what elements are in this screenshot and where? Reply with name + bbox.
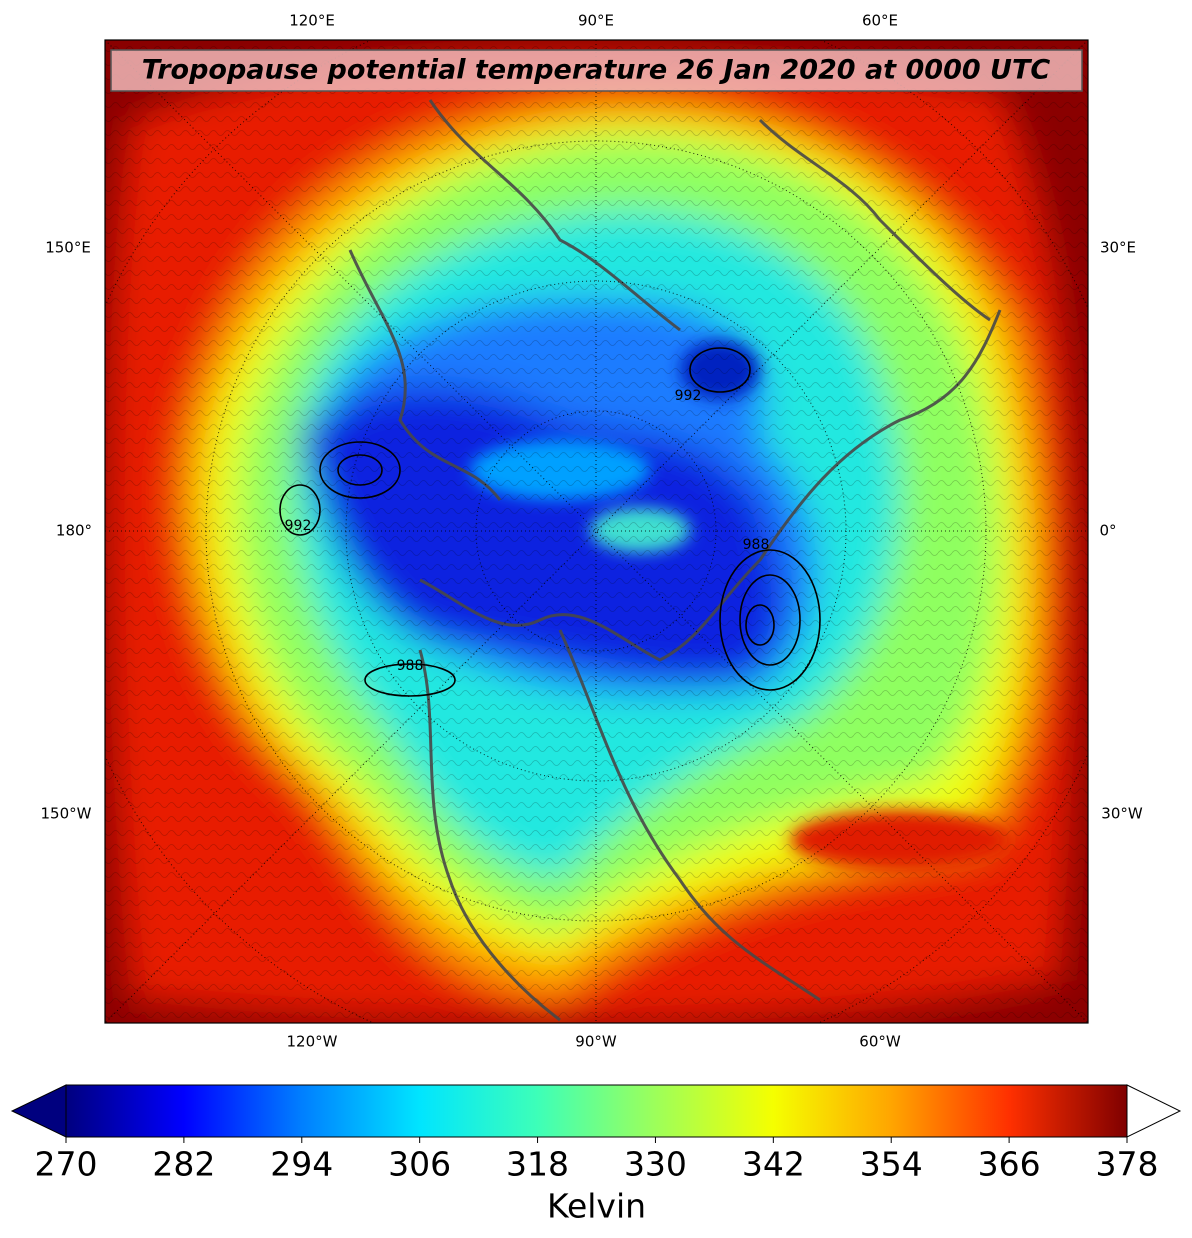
colorbar-extend-max [1126, 1084, 1182, 1138]
colorbar-frame [65, 1084, 1128, 1138]
lon-lat-label: 180° [56, 522, 92, 540]
contour-label: 988 [397, 658, 424, 674]
lon-lat-label: 120°E [289, 12, 335, 30]
lon-lat-label: 150°E [45, 239, 91, 257]
colorbar-tick-label: 282 [152, 1145, 215, 1184]
map: 992 988 992 988 [105, 40, 1088, 1023]
title: Tropopause potential temperature 26 Jan … [142, 55, 1051, 86]
lon-lat-label: 60°W [859, 1033, 901, 1051]
colorbar-tick-label: 294 [270, 1145, 333, 1184]
colorbar-tick-label: 378 [1096, 1145, 1159, 1184]
title-box [110, 49, 1083, 92]
colorbar-tick-label: 306 [388, 1145, 451, 1184]
lon-lat-label: 30°W [1101, 805, 1143, 823]
lon-lat-label: 0° [1099, 522, 1116, 540]
colorbar-tick-label: 330 [624, 1145, 687, 1184]
contour-label: 992 [675, 388, 702, 404]
colorbar [66, 1085, 1127, 1137]
colorbar-extend-min [10, 1084, 67, 1138]
lon-lat-label: 90°E [578, 12, 614, 30]
contour-label: 988 [743, 537, 770, 553]
lon-lat-label: 60°E [862, 12, 898, 30]
colorbar-tick-label: 366 [978, 1145, 1041, 1184]
colorbar-tick-label: 354 [860, 1145, 923, 1184]
lon-lat-label: 30°E [1100, 239, 1136, 257]
lon-lat-label: 150°W [41, 805, 92, 823]
colorbar-tick-label: 270 [35, 1145, 98, 1184]
contour-label: 992 [285, 518, 312, 534]
colorbar-tick-label: 342 [742, 1145, 805, 1184]
lon-lat-label: 120°W [287, 1033, 338, 1051]
lon-lat-label: 90°W [575, 1033, 617, 1051]
colorbar-label: Kelvin [547, 1187, 646, 1226]
colorbar-tick-label: 318 [506, 1145, 569, 1184]
